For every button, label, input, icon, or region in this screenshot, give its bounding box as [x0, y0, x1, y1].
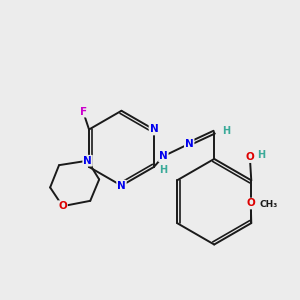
Text: H: H [257, 150, 266, 161]
Text: O: O [58, 201, 67, 211]
Text: O: O [245, 152, 254, 162]
Text: H: H [223, 126, 231, 136]
Text: O: O [246, 199, 255, 208]
Text: N: N [117, 181, 126, 191]
Text: CH₃: CH₃ [259, 200, 277, 208]
Text: N: N [159, 151, 168, 161]
Text: H: H [159, 165, 167, 175]
Text: N: N [185, 139, 194, 149]
Text: N: N [83, 156, 92, 166]
Text: F: F [80, 107, 87, 117]
Text: N: N [149, 124, 158, 134]
